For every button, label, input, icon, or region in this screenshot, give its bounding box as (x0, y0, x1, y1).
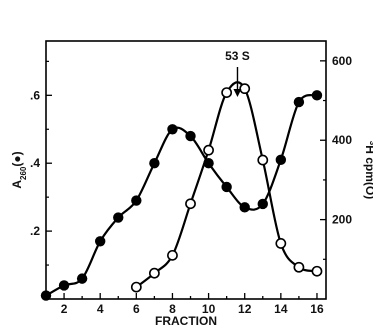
x-tick-label: 2 (61, 302, 68, 316)
y-left-tick-label: .2 (30, 224, 40, 238)
y-left-tick-label: .4 (30, 156, 40, 170)
data-point-a260 (149, 158, 160, 169)
data-point-3h-cpm (185, 198, 196, 210)
series-points (40, 83, 323, 301)
x-tick-label: 4 (97, 302, 104, 316)
data-point-a260 (293, 96, 305, 108)
data-point-a260 (185, 130, 196, 142)
data-point-a260 (131, 195, 142, 206)
x-tick-label: 14 (274, 302, 288, 316)
y-right-tick-label: 400 (332, 133, 352, 147)
annotation-arrow-head (233, 89, 242, 97)
data-point-3h-cpm (148, 267, 160, 279)
y-right-tick-label: 200 (332, 213, 352, 227)
x-tick-label: 6 (133, 302, 140, 316)
series-line-a260 (45, 94, 318, 297)
data-point-a260 (257, 198, 268, 210)
y-left-tick-label: .6 (30, 88, 40, 102)
data-point-a260 (275, 154, 287, 166)
y-right-title-main: H cpm(O) (363, 145, 373, 199)
y-left-title-main: A (10, 180, 24, 189)
y-left-title-marker: (●) (10, 151, 24, 166)
annotation-53s: 53 S (225, 49, 250, 97)
data-point-3h-cpm (275, 238, 287, 249)
svg-text:A260(●): A260(●) (10, 151, 28, 188)
data-point-a260 (221, 181, 232, 193)
data-point-3h-cpm (130, 281, 142, 293)
x-axis-title: FRACTION (155, 314, 217, 328)
y-axis-title-left: A260(●) (10, 151, 28, 188)
x-tick-label: 10 (202, 302, 216, 316)
data-point-a260 (76, 273, 88, 284)
data-point-a260 (40, 290, 52, 301)
data-point-a260 (94, 236, 106, 247)
x-tick-label: 16 (310, 302, 324, 316)
data-point-a260 (311, 90, 323, 101)
y-axis-title-right: 3H cpm(O) (363, 141, 373, 199)
data-point-a260 (113, 212, 124, 223)
data-point-a260 (239, 202, 250, 213)
series-lines (45, 81, 318, 297)
x-ticks: 2 4 6 8 10 12 14 16 (61, 293, 324, 316)
data-point-3h-cpm (167, 249, 178, 261)
y-right-tick-label: 600 (332, 54, 352, 68)
y-left-title-sub: 260 (19, 166, 28, 180)
y-ticks: .2 .4 .6 200 400 600 (30, 54, 352, 266)
plot-frame (45, 40, 327, 300)
data-point-3h-cpm (257, 154, 269, 166)
data-point-a260 (203, 158, 214, 169)
data-point-3h-cpm (293, 261, 305, 273)
data-point-a260 (58, 280, 70, 291)
x-tick-label: 12 (238, 302, 252, 316)
data-point-3h-cpm (239, 83, 251, 95)
x-tick-label: 8 (169, 302, 176, 316)
data-point-3h-cpm (311, 265, 323, 277)
y-right-title-sup: 3 (369, 141, 373, 146)
data-point-a260 (167, 124, 178, 135)
data-point-3h-cpm (203, 144, 214, 156)
data-point-3h-cpm (221, 87, 233, 98)
annotation-label: 53 S (225, 49, 250, 63)
svg-text:3H cpm(O): 3H cpm(O) (363, 141, 373, 199)
